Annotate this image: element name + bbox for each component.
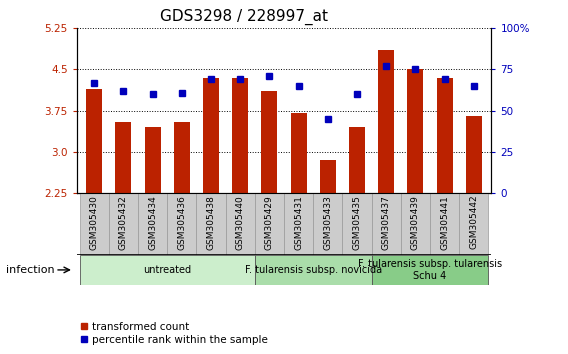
Bar: [109, 193, 138, 255]
Text: GSM305440: GSM305440: [236, 195, 245, 250]
Text: GSM305434: GSM305434: [148, 195, 157, 250]
Text: GSM305429: GSM305429: [265, 195, 274, 250]
Bar: [371, 255, 488, 285]
Bar: [138, 193, 167, 255]
Bar: [430, 193, 459, 255]
Bar: [371, 193, 401, 255]
Legend: transformed count, percentile rank within the sample: transformed count, percentile rank withi…: [76, 317, 272, 349]
Text: GSM305442: GSM305442: [469, 195, 478, 250]
Text: GSM305432: GSM305432: [119, 195, 128, 250]
Bar: [313, 193, 343, 255]
Text: GSM305437: GSM305437: [382, 195, 391, 250]
Bar: [80, 193, 109, 255]
Text: GSM305433: GSM305433: [323, 195, 332, 250]
Bar: [174, 122, 190, 193]
Bar: [284, 193, 313, 255]
Text: GSM305430: GSM305430: [90, 195, 99, 250]
Bar: [343, 193, 371, 255]
Bar: [80, 255, 255, 285]
Bar: [291, 113, 307, 193]
Bar: [197, 193, 225, 255]
Bar: [203, 78, 219, 193]
Bar: [255, 193, 284, 255]
Text: F. tularensis subsp. tularensis
Schu 4: F. tularensis subsp. tularensis Schu 4: [358, 259, 502, 281]
Bar: [145, 127, 161, 193]
Text: GSM305439: GSM305439: [411, 195, 420, 250]
Text: GSM305435: GSM305435: [353, 195, 361, 250]
Bar: [261, 91, 277, 193]
Bar: [437, 78, 453, 193]
Bar: [167, 193, 197, 255]
Bar: [401, 193, 430, 255]
Bar: [378, 50, 394, 193]
Bar: [115, 122, 131, 193]
Bar: [86, 89, 102, 193]
Bar: [349, 127, 365, 193]
Text: infection: infection: [6, 265, 55, 275]
Bar: [407, 69, 423, 193]
Text: GSM305438: GSM305438: [207, 195, 215, 250]
Bar: [466, 116, 482, 193]
Text: GSM305441: GSM305441: [440, 195, 449, 250]
Text: F. tularensis subsp. novicida: F. tularensis subsp. novicida: [245, 265, 382, 275]
Text: GSM305431: GSM305431: [294, 195, 303, 250]
Text: GSM305436: GSM305436: [177, 195, 186, 250]
Text: GDS3298 / 228997_at: GDS3298 / 228997_at: [160, 9, 328, 25]
Bar: [232, 78, 248, 193]
Text: untreated: untreated: [143, 265, 191, 275]
Bar: [255, 255, 371, 285]
Bar: [225, 193, 255, 255]
Bar: [459, 193, 488, 255]
Bar: [320, 160, 336, 193]
